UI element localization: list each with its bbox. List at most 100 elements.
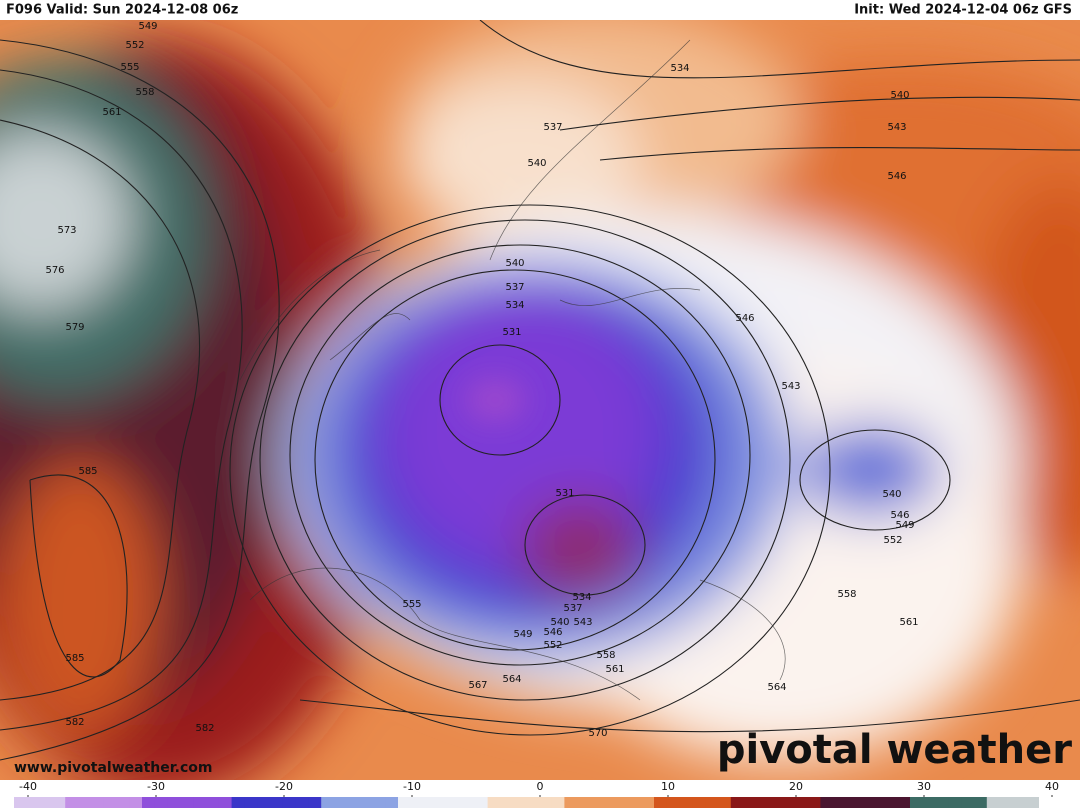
colorbar-swatch: [346, 797, 361, 808]
contour-label: 534: [572, 592, 591, 603]
colorbar-swatch: [334, 797, 348, 808]
contour-label: 558: [837, 589, 856, 600]
colorbar-swatch: [39, 797, 54, 808]
colorbar-swatch: [602, 797, 617, 808]
contour-label: 561: [899, 617, 918, 628]
colorbar-swatch: [654, 797, 668, 808]
contour-label: 570: [588, 728, 607, 739]
colorbar-swatch: [884, 797, 899, 808]
logo: pivotal weather: [717, 727, 1072, 773]
colorbar-tick-label: -30: [147, 780, 165, 793]
colorbar-swatch: [922, 797, 937, 808]
header-bar: [0, 0, 1080, 20]
field-shading: [0, 20, 1080, 780]
colorbar-swatch: [142, 797, 156, 808]
contour-labels: 5495525555585615735765795855855825825345…: [45, 21, 918, 739]
colorbar-swatch: [526, 797, 540, 808]
colorbar-swatch: [474, 797, 489, 808]
contour-label: 573: [57, 225, 76, 236]
colorbar-swatch: [513, 797, 527, 808]
colorbar-swatch: [577, 797, 591, 808]
colorbar-swatch: [551, 797, 566, 808]
colorbar-tick-label: -10: [403, 780, 421, 793]
contour-label: 540: [550, 617, 569, 628]
colorbar-swatch: [218, 797, 233, 808]
colorbar-swatch: [935, 797, 950, 808]
colorbar-swatch: [628, 797, 643, 808]
colorbar-swatch: [257, 797, 271, 808]
contour-label: 546: [890, 510, 909, 521]
colorbar-swatch: [398, 797, 412, 808]
colorbar-swatch: [833, 797, 847, 808]
colorbar-swatch: [999, 797, 1014, 808]
contour-label: 561: [102, 107, 121, 118]
colorbar-swatch: [410, 797, 425, 808]
colorbar-swatch: [961, 797, 975, 808]
colorbar-swatch: [436, 797, 451, 808]
colorbar-swatch: [52, 797, 67, 808]
colorbar-swatch: [615, 797, 630, 808]
colorbar-swatch: [385, 797, 399, 808]
contour-label: 585: [78, 466, 97, 477]
colorbar-swatch: [730, 797, 745, 808]
contour-label: 552: [543, 640, 562, 651]
colorbar-swatch: [65, 797, 79, 808]
colorbar-swatch: [308, 797, 323, 808]
init-time: Init: Wed 2024-12-04 06z GFS: [854, 3, 1072, 18]
colorbar-tick-label: 0: [537, 780, 544, 793]
colorbar-swatch: [372, 797, 387, 808]
colorbar-swatch: [487, 797, 502, 808]
colorbar-swatch: [462, 797, 476, 808]
colorbar-swatch: [154, 797, 169, 808]
colorbar-swatch: [270, 797, 284, 808]
colorbar-swatch: [679, 797, 694, 808]
colorbar-swatch: [500, 797, 515, 808]
colorbar-tick-label: 20: [789, 780, 803, 793]
contour-label: 543: [781, 381, 800, 392]
low-core: [465, 378, 525, 422]
colorbar-swatch: [167, 797, 182, 808]
contour-label: 549: [513, 629, 532, 640]
map: [0, 20, 1080, 780]
contour-label: 579: [65, 322, 84, 333]
contour-label: 549: [138, 21, 157, 32]
colorbar-swatch: [743, 797, 758, 808]
contour-label: 576: [45, 265, 64, 276]
colorbar-swatch: [78, 797, 92, 808]
colorbar-swatch: [321, 797, 335, 808]
colorbar-swatch: [193, 797, 207, 808]
colorbar-swatch: [782, 797, 796, 808]
contour-label: 546: [543, 627, 562, 638]
colorbar-swatch: [666, 797, 681, 808]
contour-label: 540: [890, 90, 909, 101]
colorbar-swatch: [858, 797, 873, 808]
contour-label: 555: [402, 599, 421, 610]
colorbar-swatch: [794, 797, 809, 808]
contour-label: 534: [505, 300, 524, 311]
contour-label: 534: [670, 63, 689, 74]
colorbar-swatch: [282, 797, 297, 808]
contour-label: 537: [563, 603, 582, 614]
contour-label: 561: [605, 664, 624, 675]
colorbar-swatch: [359, 797, 374, 808]
colorbar-swatch: [769, 797, 783, 808]
colorbar-swatch: [449, 797, 463, 808]
colorbar-tick-label: -20: [275, 780, 293, 793]
contour-label: 546: [887, 171, 906, 182]
colorbar-swatch: [897, 797, 911, 808]
colorbar-swatch: [807, 797, 822, 808]
contour-label: 543: [887, 122, 906, 133]
colorbar-swatch: [910, 797, 924, 808]
colorbar-swatch: [116, 797, 131, 808]
colorbar-swatch: [1012, 797, 1027, 808]
colorbar-swatch: [641, 797, 655, 808]
colorbar-swatch: [846, 797, 860, 808]
colorbar-swatch: [948, 797, 963, 808]
contour-label: 582: [195, 723, 214, 734]
contour-label: 537: [543, 122, 562, 133]
colorbar-swatch: [231, 797, 246, 808]
colorbar-swatch: [129, 797, 143, 808]
colorbar-swatch: [590, 797, 604, 808]
colorbar-swatch: [90, 797, 105, 808]
